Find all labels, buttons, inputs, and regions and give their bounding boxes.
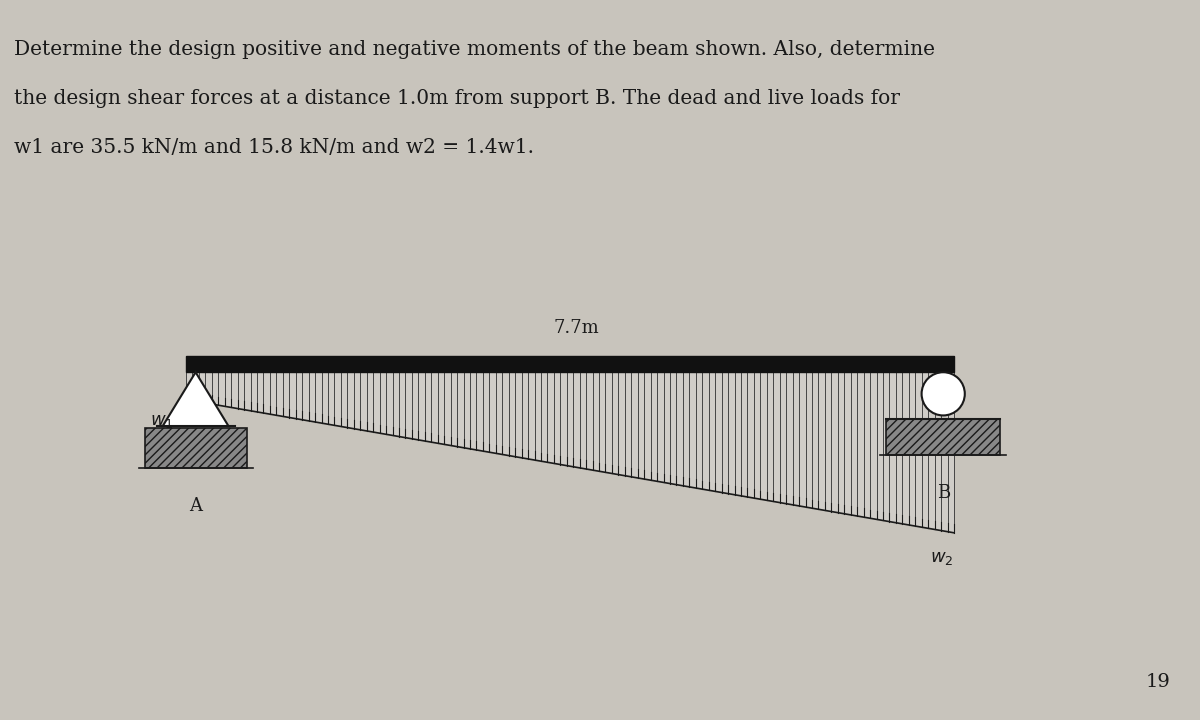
- Text: w1 are 35.5 kN/m and 15.8 kN/m and w2 = 1.4w1.: w1 are 35.5 kN/m and 15.8 kN/m and w2 = …: [14, 138, 534, 156]
- Text: Determine the design positive and negative moments of the beam shown. Also, dete: Determine the design positive and negati…: [14, 40, 936, 58]
- Text: 19: 19: [1145, 673, 1170, 691]
- Polygon shape: [163, 372, 228, 426]
- Polygon shape: [186, 356, 954, 533]
- Text: $w_1$: $w_1$: [150, 412, 174, 430]
- Text: A: A: [190, 497, 202, 515]
- Bar: [186, 356, 954, 372]
- Bar: [886, 419, 1001, 455]
- Bar: [145, 428, 247, 468]
- Text: 7.7m: 7.7m: [553, 318, 599, 337]
- Text: B: B: [936, 484, 950, 502]
- Ellipse shape: [922, 372, 965, 415]
- Text: the design shear forces at a distance 1.0m from support B. The dead and live loa: the design shear forces at a distance 1.…: [14, 89, 900, 107]
- Text: $w_2$: $w_2$: [930, 549, 954, 567]
